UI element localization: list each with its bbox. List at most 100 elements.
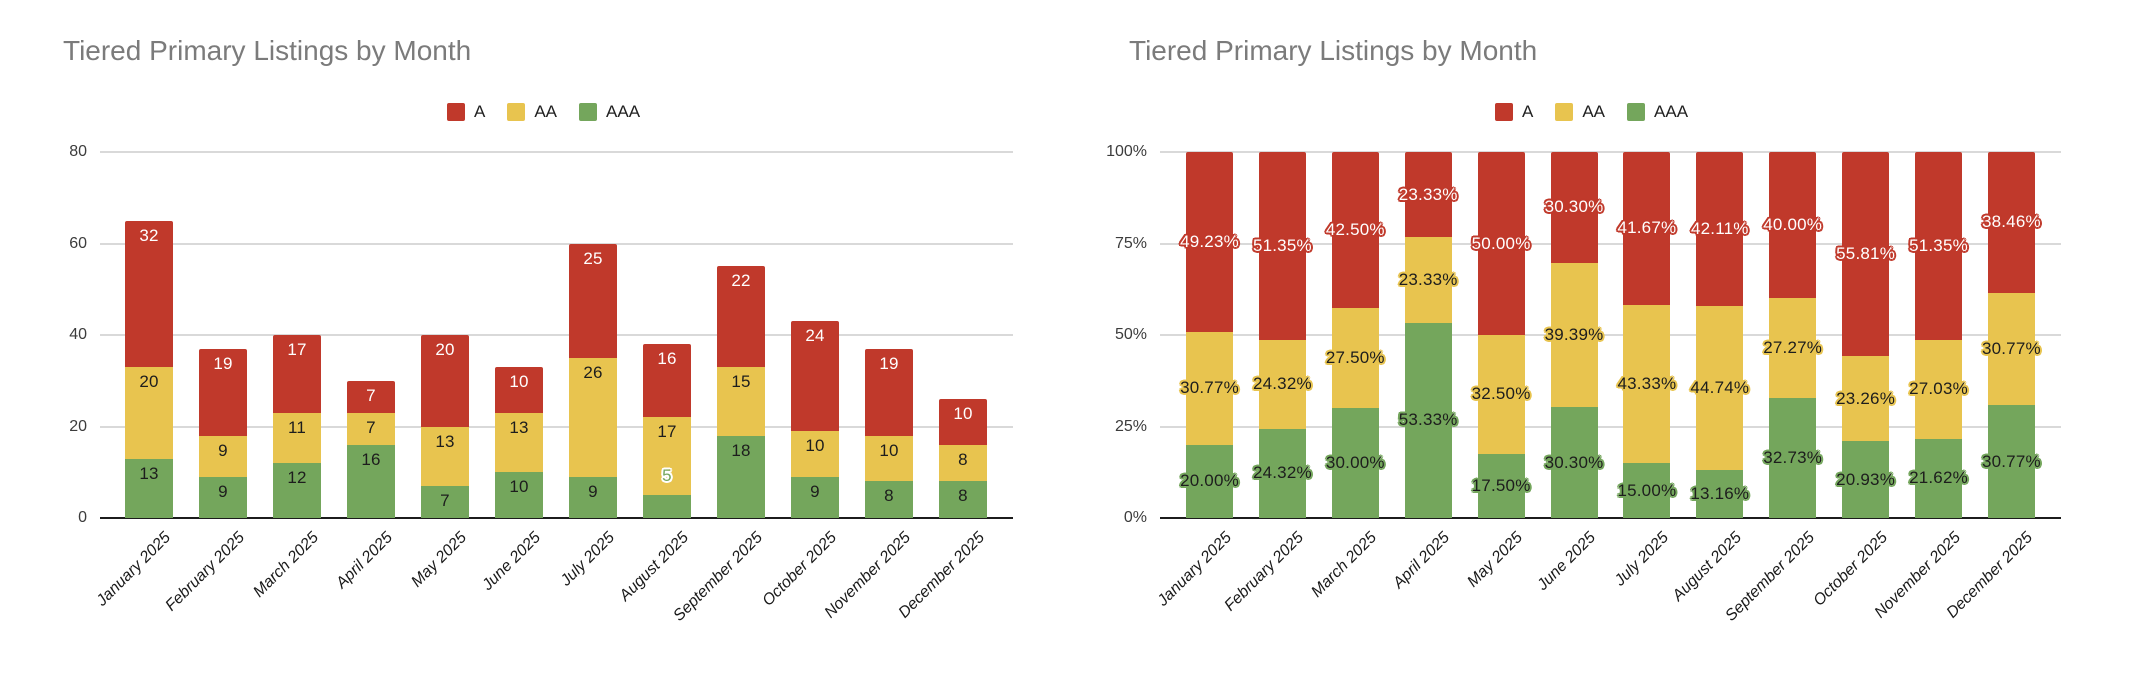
bar-segment-aa[interactable] xyxy=(569,357,617,477)
legend-item-a[interactable]: A xyxy=(1495,102,1533,122)
bar-segment-aaa[interactable] xyxy=(791,476,839,518)
bar-segment-a[interactable] xyxy=(1842,152,1890,357)
bar-segment-aaa[interactable] xyxy=(1623,463,1671,518)
bar-segment-a[interactable] xyxy=(1186,152,1233,333)
bar-segment-aa[interactable] xyxy=(1186,332,1233,445)
bar-segment-aa[interactable] xyxy=(1258,339,1306,429)
bar-value-label: 32.73% xyxy=(1763,448,1823,468)
bar-segment-a[interactable] xyxy=(495,367,543,413)
bar-segment-aaa[interactable] xyxy=(1477,453,1525,518)
bar-segment-aa[interactable] xyxy=(791,431,839,477)
bar-segment-aaa[interactable] xyxy=(1769,398,1817,518)
bar-segment-aa[interactable] xyxy=(199,435,247,477)
bar-segment-aa[interactable] xyxy=(717,367,765,436)
bar-value-label: 32.50% xyxy=(1471,384,1531,404)
bar-value-label: 10 xyxy=(953,404,973,424)
legend-item-a[interactable]: A xyxy=(447,102,485,122)
bar-value-label: 17 xyxy=(657,422,677,442)
y-axis-tick-label: 0% xyxy=(1123,509,1147,526)
bar-segment-aa[interactable] xyxy=(865,435,913,482)
bar-segment-aaa[interactable] xyxy=(1404,322,1452,518)
bar-segment-aaa[interactable] xyxy=(1258,428,1306,518)
bar-segment-aaa[interactable] xyxy=(1550,407,1598,518)
bar-segment-aaa[interactable] xyxy=(495,472,543,518)
bar-value-label: 15 xyxy=(731,372,751,392)
bar-segment-aaa[interactable] xyxy=(1186,444,1233,518)
bar-segment-a[interactable] xyxy=(939,399,987,445)
bar-segment-a[interactable] xyxy=(643,344,691,418)
bar-segment-a[interactable] xyxy=(1331,152,1379,308)
bar-segment-a[interactable] xyxy=(347,380,395,413)
legend-label: A xyxy=(1522,102,1534,121)
bar-segment-aa[interactable] xyxy=(1842,356,1890,442)
bar-segment-aa[interactable] xyxy=(347,412,395,445)
bar-segment-aa[interactable] xyxy=(1987,292,2035,406)
bar-segment-a[interactable] xyxy=(1769,152,1817,299)
bar-segment-a[interactable] xyxy=(1696,151,1744,307)
bar-segment-aaa[interactable] xyxy=(125,458,173,518)
bar-segment-a[interactable] xyxy=(1623,152,1671,305)
gridline xyxy=(1160,425,2061,428)
bar-segment-a[interactable] xyxy=(273,335,321,413)
bar-segment-aa[interactable] xyxy=(273,412,321,464)
bar-segment-aaa[interactable] xyxy=(643,495,691,518)
bar-value-label: 30.30% xyxy=(1544,197,1604,217)
bar-value-label: 9 xyxy=(588,481,598,501)
bar-segment-aa[interactable] xyxy=(1769,298,1817,399)
gridline xyxy=(1160,242,2061,245)
bar-segment-aa[interactable] xyxy=(1477,335,1525,454)
bar-segment-aaa[interactable] xyxy=(865,481,913,518)
bar-segment-aaa[interactable] xyxy=(199,476,247,518)
bar-segment-aaa[interactable] xyxy=(1915,438,1962,518)
bar-segment-a[interactable] xyxy=(421,335,469,427)
legend-item-aaa[interactable]: AAA xyxy=(579,102,640,122)
chart-title: Tiered Primary Listings by Month xyxy=(63,35,472,66)
bar-segment-a[interactable] xyxy=(1404,152,1452,238)
gridline xyxy=(100,425,1013,428)
bar-segment-a[interactable] xyxy=(1915,152,1962,340)
bar-value-label: 27.27% xyxy=(1763,338,1823,358)
bar-segment-aaa[interactable] xyxy=(1696,469,1744,518)
bar-segment-aaa[interactable] xyxy=(717,435,765,518)
bar-segment-aaa[interactable] xyxy=(273,463,321,518)
plot-area: 0% 25% 50% 75% 100% 20.00% 30.77% 49.23% January… xyxy=(1106,143,2061,625)
bar-segment-a[interactable] xyxy=(717,266,765,368)
bar-segment-aa[interactable] xyxy=(939,444,987,482)
bar-segment-aaa[interactable] xyxy=(421,485,469,518)
bar-value-label: 19 xyxy=(213,353,233,373)
bar-segment-a[interactable] xyxy=(1550,152,1598,263)
bar-segment-aa[interactable] xyxy=(1550,262,1598,408)
bar-segment-aa[interactable] xyxy=(1404,237,1452,323)
bar-segment-a[interactable] xyxy=(1258,152,1306,340)
bar-segment-aaa[interactable] xyxy=(939,481,987,518)
bar-value-label: 50.00% xyxy=(1471,233,1531,253)
bar-segment-a[interactable] xyxy=(1987,152,2035,293)
bar-segment-aa[interactable] xyxy=(495,412,543,473)
bar-value-label: 9 xyxy=(810,481,820,501)
bar-segment-a[interactable] xyxy=(125,220,173,368)
bar-segment-aa[interactable] xyxy=(1915,339,1962,439)
bar-segment-a[interactable] xyxy=(199,348,247,436)
bar-segment-aa[interactable] xyxy=(421,426,469,486)
legend-item-aa[interactable]: AA xyxy=(1555,102,1605,122)
bar-segment-aaa[interactable] xyxy=(569,476,617,518)
bar-segment-aaa[interactable] xyxy=(1331,408,1379,518)
y-axis-tick-label: 75% xyxy=(1114,234,1147,252)
bar-segment-aa[interactable] xyxy=(1331,307,1379,409)
legend-item-aa[interactable]: AA xyxy=(507,102,557,122)
bar-segment-aaa[interactable] xyxy=(1842,441,1890,518)
bar-value-label: 8 xyxy=(884,486,894,506)
bar-segment-aaa[interactable] xyxy=(347,444,395,518)
bar-segment-aa[interactable] xyxy=(1696,306,1744,470)
bar-segment-aa[interactable] xyxy=(1623,304,1671,464)
bar-segment-a[interactable] xyxy=(1477,152,1525,335)
chart-legend: A AA AAA xyxy=(447,102,640,122)
bar-segment-aaa[interactable] xyxy=(1987,405,2035,518)
bar-segment-a[interactable] xyxy=(569,243,617,358)
legend-item-aaa[interactable]: AAA xyxy=(1627,102,1688,122)
bar-segment-a[interactable] xyxy=(791,321,839,432)
bar-segment-aa[interactable] xyxy=(125,367,173,459)
bar-segment-aa[interactable] xyxy=(643,417,691,496)
bar-segment-a[interactable] xyxy=(865,348,913,436)
bar-value-label: 51.35% xyxy=(1252,236,1312,255)
